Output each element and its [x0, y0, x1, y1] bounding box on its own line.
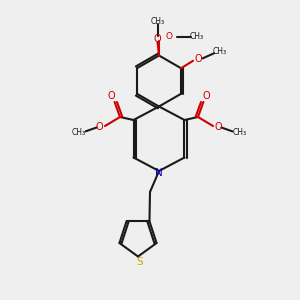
Text: N: N	[155, 167, 163, 178]
Text: CH₃: CH₃	[212, 47, 226, 56]
Text: S: S	[136, 257, 143, 267]
Text: O: O	[195, 54, 202, 64]
Text: CH₃: CH₃	[232, 128, 247, 137]
Text: O: O	[154, 34, 161, 44]
Text: O: O	[202, 91, 210, 101]
Text: CH₃: CH₃	[71, 128, 86, 137]
Text: CH₃: CH₃	[150, 16, 165, 26]
Text: O: O	[96, 122, 104, 133]
Text: O: O	[166, 32, 173, 41]
Text: O: O	[214, 122, 222, 133]
Text: O: O	[108, 91, 116, 101]
Text: CH₃: CH₃	[189, 32, 204, 41]
